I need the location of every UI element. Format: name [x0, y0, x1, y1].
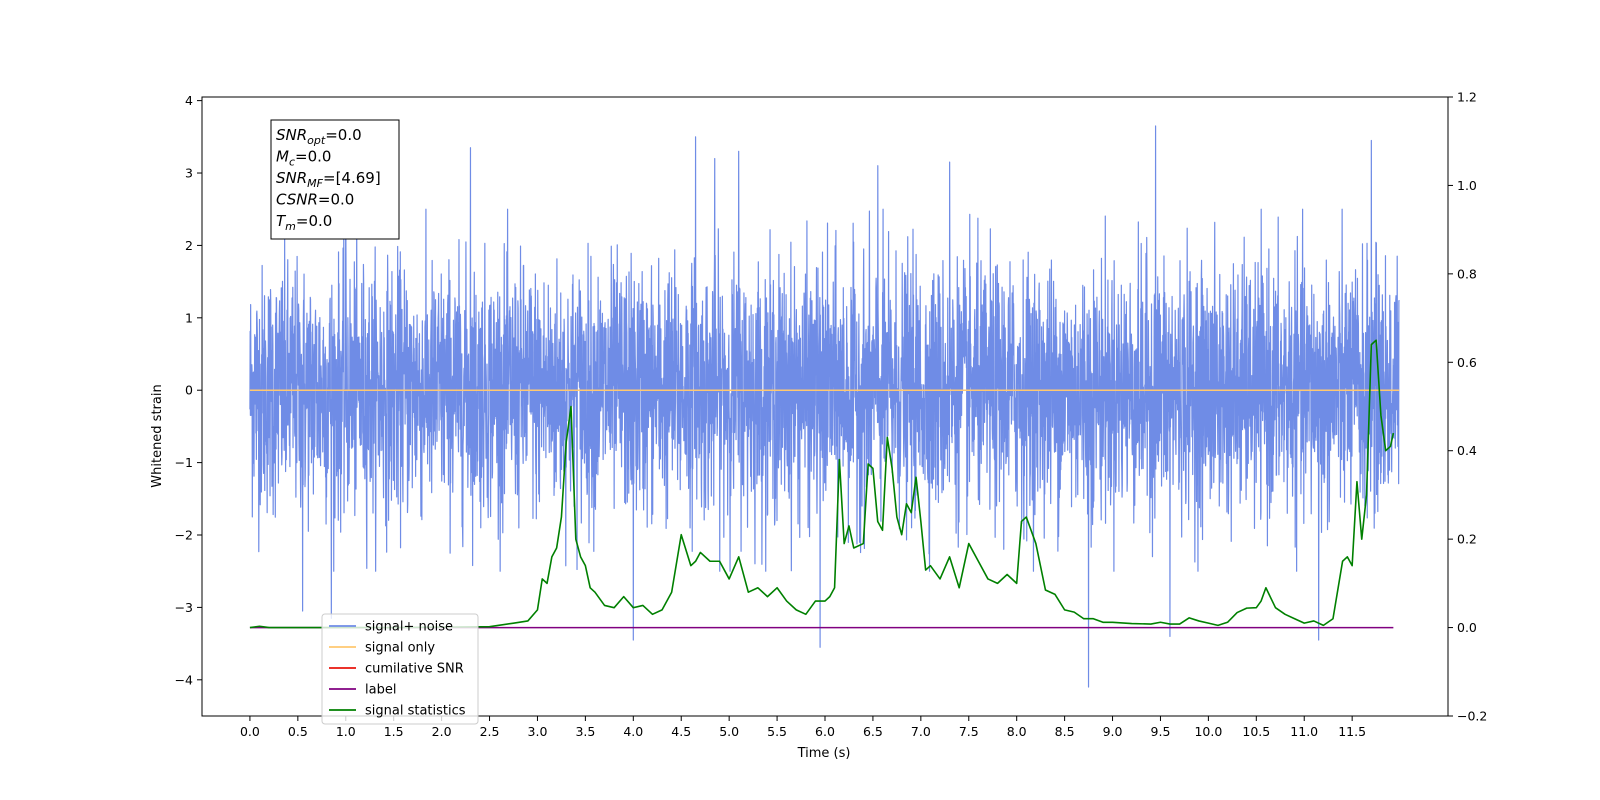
info-line: SNRopt=0.0 — [276, 126, 362, 147]
x-tick-label: 4.0 — [623, 724, 643, 739]
x-tick-label: 11.0 — [1290, 724, 1318, 739]
legend: signal+ noise signal only cumilative SNR la… — [321, 613, 479, 725]
x-tick-label: 10.5 — [1242, 724, 1270, 739]
x-tick-label: 4.5 — [671, 724, 691, 739]
y2-tick-label: 0.2 — [1457, 532, 1477, 547]
y-tick-label: 1 — [185, 310, 193, 325]
x-tick-label: 3.0 — [528, 724, 548, 739]
x-tick-label: 6.5 — [863, 724, 883, 739]
legend-frame — [321, 613, 479, 725]
x-tick-label: 1.0 — [336, 724, 356, 739]
x-tick-label: 2.0 — [432, 724, 452, 739]
info-line: SNRMF=[4.69] — [276, 169, 381, 190]
x-tick-label: 6.0 — [815, 724, 835, 739]
x-tick-label: 8.0 — [1007, 724, 1027, 739]
x-tick-label: 0.0 — [240, 724, 260, 739]
y2-tick-label: 0.6 — [1457, 355, 1477, 370]
x-tick-label: 0.5 — [288, 724, 308, 739]
y-tick-label: −2 — [175, 528, 193, 543]
y-tick-label: −1 — [175, 455, 193, 470]
x-tick-label: 2.5 — [480, 724, 500, 739]
x-tick-label: 1.5 — [384, 724, 404, 739]
x-tick-label: 7.5 — [959, 724, 979, 739]
legend-label: cumilative SNR — [365, 662, 464, 677]
legend-label: signal statistics — [365, 704, 466, 719]
legend-label: signal+ noise — [365, 620, 453, 635]
info-line: CSNR=0.0 — [276, 191, 354, 209]
y-tick-label: −4 — [175, 672, 193, 687]
series-signal-noise — [249, 125, 1400, 688]
legend-label: label — [365, 683, 396, 698]
x-tick-label: 11.5 — [1338, 724, 1366, 739]
x-axis-label: Time (s) — [797, 746, 851, 761]
x-tick-label: 9.0 — [1103, 724, 1123, 739]
x-tick-label: 5.5 — [767, 724, 787, 739]
series-signal-statistics — [249, 339, 1395, 629]
x-tick-label: 9.5 — [1151, 724, 1171, 739]
info-line: Mc=0.0 — [276, 148, 331, 169]
axes: 0.0 0.5 1.0 1.5 2.0 2.5 3.0 3.5 4.0 4.5 5.0 5.5 6.0 6… — [175, 90, 1488, 740]
x-tick-label: 10.0 — [1194, 724, 1222, 739]
y-tick-label: 3 — [185, 166, 193, 181]
y2-tick-label: −0.2 — [1457, 709, 1487, 724]
y-tick-label: −3 — [175, 600, 193, 615]
y2-tick-label: 0.0 — [1457, 620, 1477, 635]
x-tick-label: 3.5 — [575, 724, 595, 739]
legend-label: signal only — [365, 641, 435, 656]
y2-tick-label: 0.4 — [1457, 443, 1477, 458]
y-axis-label: Whitened strain — [150, 384, 165, 487]
info-line: Tm=0.0 — [276, 212, 332, 233]
x-tick-label: 8.5 — [1055, 724, 1075, 739]
y-tick-label: 4 — [185, 93, 193, 108]
y2-tick-label: 1.2 — [1457, 90, 1477, 105]
y2-tick-label: 0.8 — [1457, 266, 1477, 281]
x-tick-label: 5.0 — [719, 724, 739, 739]
y-tick-label: 2 — [185, 238, 193, 253]
info-box-frame — [270, 119, 400, 240]
y2-tick-label: 1.0 — [1457, 178, 1477, 193]
y-tick-label: 0 — [185, 383, 193, 398]
x-tick-label: 7.0 — [911, 724, 931, 739]
